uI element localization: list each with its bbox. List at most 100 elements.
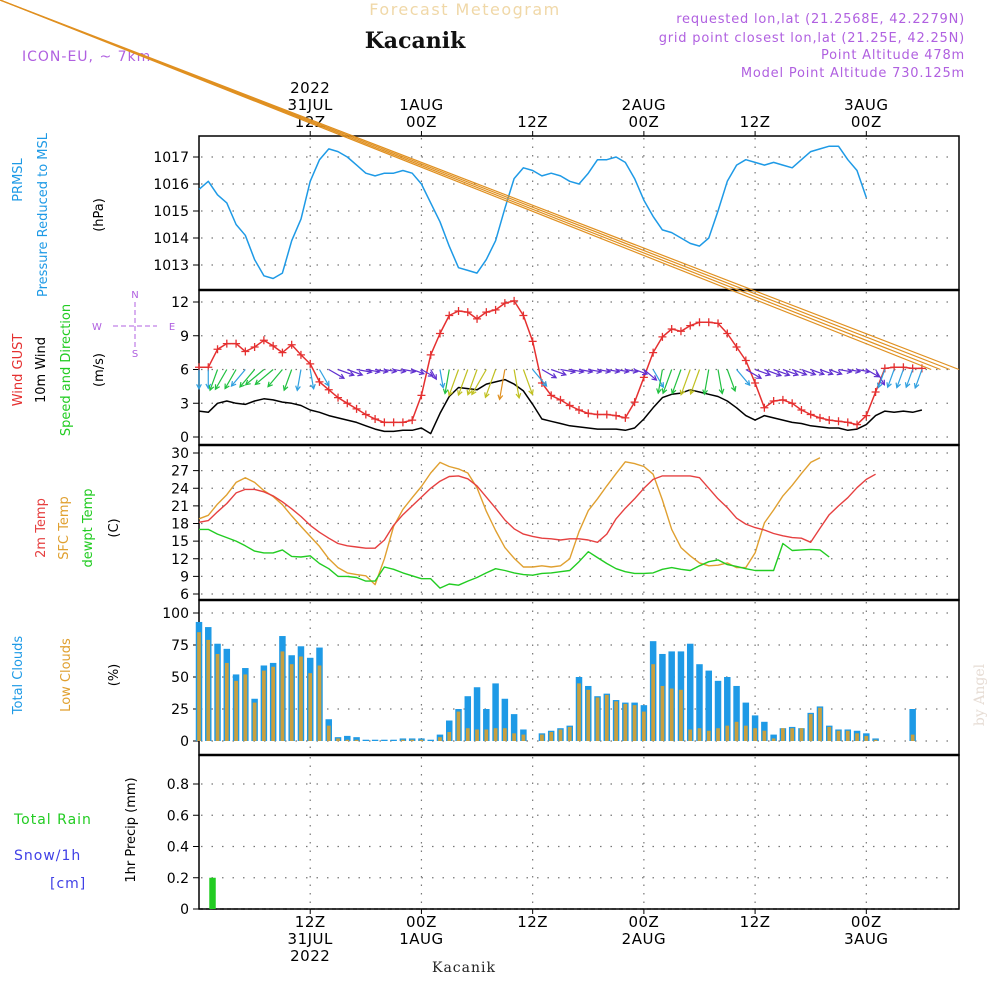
gust-marker xyxy=(686,321,695,330)
temp-tick-label: 24 xyxy=(171,481,189,497)
wind-arrow xyxy=(736,369,751,386)
wind-label-gust: Wind GUST xyxy=(11,334,26,407)
gust-marker xyxy=(408,416,417,425)
wind-arrow xyxy=(615,368,629,373)
wind-arrow xyxy=(764,368,782,377)
rain-bar xyxy=(209,877,216,909)
low-cloud-bar xyxy=(206,639,211,741)
pressure-frame xyxy=(198,135,960,291)
wind-arrow-head xyxy=(457,390,463,397)
wind-arrow xyxy=(810,368,825,375)
wind-arrow-head xyxy=(913,382,920,390)
total-cloud-bar xyxy=(390,739,397,741)
gust-marker xyxy=(834,417,843,426)
gust-marker xyxy=(334,393,343,402)
low-cloud-bar xyxy=(790,728,795,741)
wind-arrow xyxy=(402,368,416,373)
total-cloud-bar xyxy=(510,714,518,741)
wind-arrow xyxy=(444,369,450,394)
low-cloud-bar xyxy=(484,729,489,741)
low-cloud-bar xyxy=(234,680,238,741)
bottom-time-label: 00Z xyxy=(851,913,882,931)
watermark: by Angel xyxy=(972,663,988,726)
gust-marker xyxy=(213,345,222,354)
total-cloud-bar xyxy=(724,677,731,741)
wind-arrow-head xyxy=(886,382,892,389)
wind-arrow xyxy=(522,369,533,395)
total-cloud-bar xyxy=(909,709,916,741)
wind-arrow-head xyxy=(239,381,245,388)
gust-marker xyxy=(306,359,315,368)
gust-marker xyxy=(287,340,296,349)
wind-arrow-head xyxy=(208,385,215,392)
temp-tick-label: 6 xyxy=(180,587,189,603)
low-cloud-bar xyxy=(540,734,544,741)
top-time-label: 12Z xyxy=(740,113,771,131)
requested-coords: requested lon,lat (21.2568E, 42.2279N) xyxy=(676,12,965,27)
wind-arrow xyxy=(875,369,885,386)
bottom-time-label: 12Z xyxy=(517,913,548,931)
wind-arrow-head xyxy=(827,370,834,376)
total-cloud-bar xyxy=(492,683,499,741)
wind-arrow xyxy=(838,368,852,373)
wind-arrow xyxy=(328,368,345,379)
gust-marker xyxy=(491,305,500,314)
low-cloud-bar xyxy=(679,689,683,741)
wind-arrow-head xyxy=(651,375,658,381)
wind-arrow-head xyxy=(528,389,534,396)
clouds-tick-label: 75 xyxy=(171,638,189,654)
gust-marker xyxy=(259,336,268,345)
compass-n: N xyxy=(131,290,138,301)
t2m-line xyxy=(198,473,876,549)
temp-label-2m: 2m Temp xyxy=(34,498,49,558)
pressure-unit: (hPa) xyxy=(92,198,107,232)
wind-arrow xyxy=(365,368,380,373)
wind-arrow xyxy=(471,369,487,395)
low-cloud-bar xyxy=(604,694,609,741)
wind-arrow xyxy=(905,369,914,388)
precip-label-rain: Total Rain xyxy=(13,812,92,828)
point-altitude: Point Altitude 478m xyxy=(821,48,965,63)
gust-marker xyxy=(556,395,565,404)
top-time-label: 3AUG xyxy=(844,96,888,114)
wind-arrow xyxy=(498,369,506,400)
low-cloud-bar xyxy=(289,664,294,741)
gust-marker xyxy=(751,379,760,387)
low-cloud-bar xyxy=(688,729,693,741)
gust-marker xyxy=(565,401,574,410)
precip-tick-label: 0.6 xyxy=(167,808,189,824)
gust-marker xyxy=(695,318,704,327)
low-cloud-bar xyxy=(743,725,748,741)
low-cloud-bar xyxy=(762,730,767,741)
gust-marker xyxy=(343,399,352,408)
temp-tick-label: 27 xyxy=(171,464,189,480)
gust-marker xyxy=(398,418,407,427)
plot-layer: 1013101410151016101703691269121518212427… xyxy=(0,0,960,965)
gust-marker xyxy=(482,308,491,317)
total-cloud-bar xyxy=(705,670,712,741)
gust-marker xyxy=(871,388,880,396)
low-cloud-bar xyxy=(864,735,869,741)
gust-marker xyxy=(352,404,361,413)
low-cloud-bar xyxy=(512,733,516,741)
wind-arrow xyxy=(239,369,256,388)
gust-marker xyxy=(435,329,444,338)
gust-marker xyxy=(769,397,778,405)
gust-marker xyxy=(241,347,250,356)
wind-arrow xyxy=(267,369,283,388)
low-cloud-bar xyxy=(799,728,804,741)
total-cloud-bar xyxy=(770,734,777,741)
wind-arrow-head xyxy=(756,373,763,379)
wind-arrow-head xyxy=(560,370,568,377)
temp-label-dew: dewpt Temp xyxy=(81,488,96,567)
total-cloud-bar xyxy=(446,720,453,741)
low-cloud-bar xyxy=(419,739,424,741)
wind-arrow xyxy=(347,368,363,376)
wind-arrow xyxy=(578,368,593,373)
top-time-label: 12Z xyxy=(517,113,548,131)
pressure-tick-label: 1014 xyxy=(153,231,189,247)
gust-marker xyxy=(389,418,398,427)
cloud-label-low: Low Clouds xyxy=(59,638,74,712)
wind-arrow xyxy=(309,369,315,389)
